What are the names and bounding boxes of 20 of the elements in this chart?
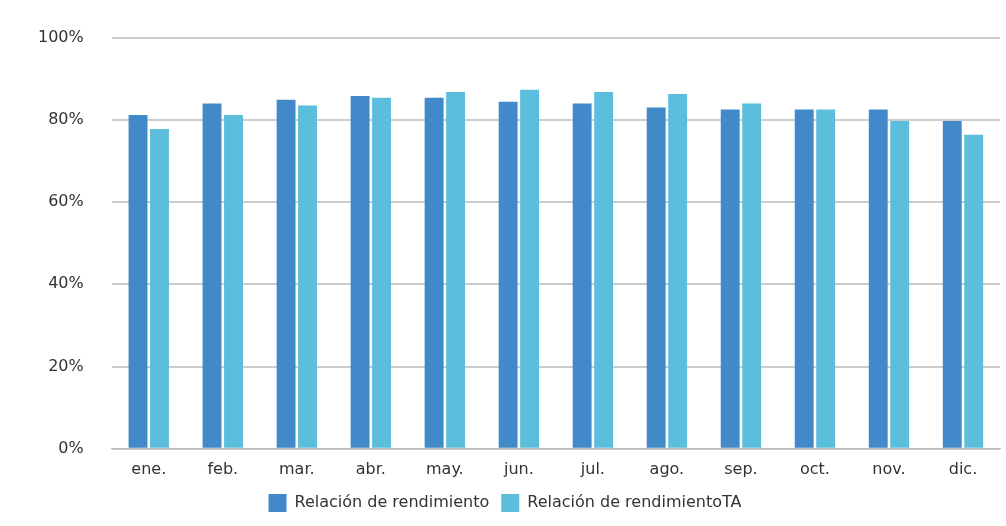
y-tick-label: 80% — [48, 109, 84, 128]
x-tick-label: jun. — [502, 458, 534, 478]
legend-label: Relación de rendimientoTA — [527, 492, 742, 512]
x-tick-label: mar. — [279, 458, 315, 478]
y-tick-label: 100% — [37, 26, 84, 46]
x-tick-label: dic. — [948, 458, 978, 478]
y-tick-label: 40% — [48, 273, 84, 293]
y-tick-label: 20% — [48, 355, 84, 375]
x-tick-label: abr. — [355, 458, 386, 478]
x-tick-label: oct. — [799, 458, 830, 478]
legend-label: Relación de rendimiento — [294, 492, 490, 512]
x-tick-label: ago. — [649, 458, 685, 478]
x-tick-label: ene. — [131, 458, 167, 478]
y-tick-label: 0% — [58, 437, 84, 457]
y-tick-label: 60% — [48, 191, 84, 211]
x-tick-label: nov. — [872, 458, 906, 478]
x-tick-label: may. — [426, 458, 464, 478]
x-tick-label: jul. — [579, 458, 605, 478]
x-tick-label: feb. — [207, 458, 239, 478]
x-tick-label: sep. — [724, 458, 758, 478]
